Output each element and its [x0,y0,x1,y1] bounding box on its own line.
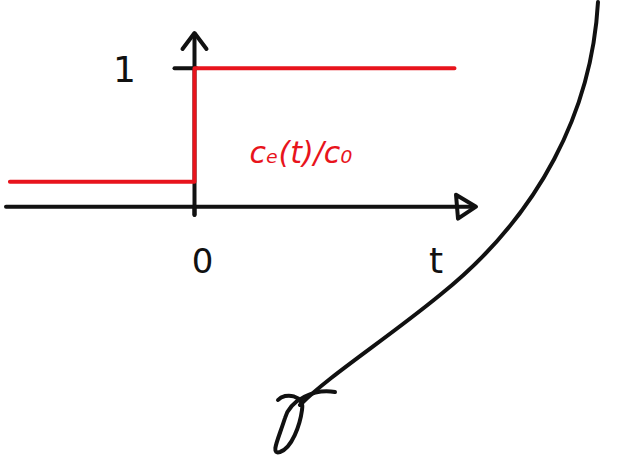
plot-area [10,68,455,182]
x-tick-label: 0 [192,241,214,281]
chart: 1 0 t cₑ(t)/c₀ [0,0,621,462]
y-axis-arrow [183,33,207,49]
y-tick-label: 1 [113,49,136,90]
decor-curve [300,2,598,405]
series-line [10,68,455,182]
x-axis [6,205,474,209]
x-axis-title: t [429,240,443,281]
decor-scribble [275,391,335,452]
series-label: cₑ(t)/c₀ [250,135,353,170]
x-axis-arrow [456,195,476,219]
x-tick [193,207,197,215]
